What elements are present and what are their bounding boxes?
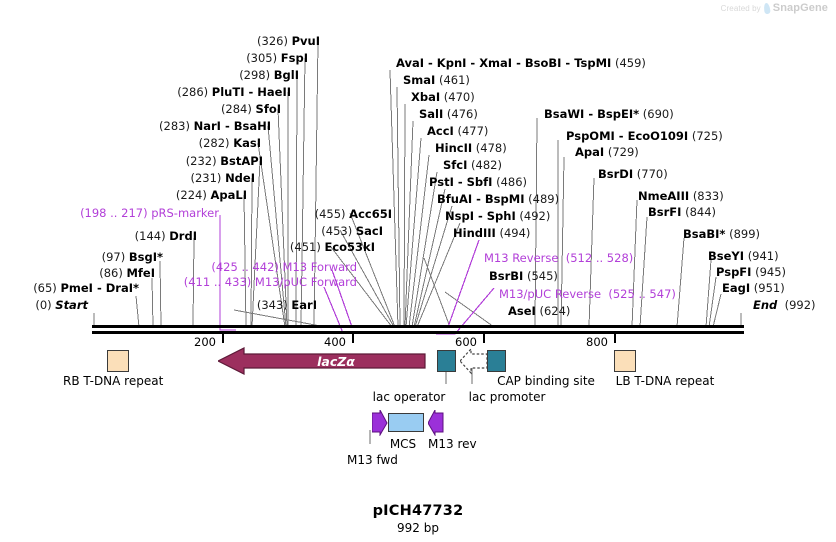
feature-label-rb-tdna-repeat: RB T-DNA repeat: [63, 374, 164, 388]
enzyme-label-acc65i[interactable]: (455) Acc65I: [314, 207, 392, 221]
enzyme-label-eco53ki[interactable]: (451) Eco53kI: [289, 240, 375, 254]
feature-label-lacz-alpha: lacZα: [317, 354, 355, 369]
feature-label-cap-binding-site: CAP binding site: [497, 374, 595, 388]
enzyme-label-bsrbi[interactable]: BsrBI (545): [489, 269, 558, 283]
enzyme-label-nmeaiii[interactable]: NmeAIII (833): [638, 189, 724, 203]
enzyme-label-sali[interactable]: SalI (476): [419, 107, 478, 121]
primer-label-m13-rev: M13 rev: [428, 437, 477, 451]
watermark-created-by-text: Created by: [720, 3, 761, 13]
snapgene-leaf-icon: [763, 2, 771, 14]
plasmid-length-label: 992 bp: [397, 521, 439, 535]
enzyme-label-apai[interactable]: ApaI (729): [575, 145, 639, 159]
enzyme-label-bfuai-bspmi[interactable]: BfuAI - BspMI (489): [437, 192, 560, 206]
enzyme-label-eagi[interactable]: EagI (951): [722, 281, 785, 295]
enzyme-label-ndei[interactable]: (231) NdeI: [190, 171, 255, 185]
sequence-end-label: End (992): [753, 298, 816, 312]
primer-label-m13-puc-reverse[interactable]: M13/pUC Reverse (525 .. 547): [499, 287, 676, 301]
primer-m13-fwd-arrow[interactable]: [372, 410, 388, 436]
enzyme-label-smai[interactable]: SmaI (461): [403, 73, 470, 87]
ruler-tick-label-600: 600: [455, 335, 477, 349]
enzyme-label-nari-bsahi[interactable]: (283) NarI - BsaHI: [159, 119, 271, 133]
enzyme-label-bsawi-bspei[interactable]: BsaWI - BspEI* (690): [544, 107, 674, 121]
enzyme-label-bsrdi[interactable]: BsrDI (770): [598, 167, 668, 181]
watermark-brand-text: SnapGene: [772, 2, 828, 14]
enzyme-label-sfci[interactable]: SfcI (482): [443, 158, 502, 172]
plasmid-name-title: pICH47732: [372, 503, 464, 519]
ruler-tick-label-800: 800: [586, 335, 608, 349]
enzyme-label-avai-kpni-xmai-bsobi-tspmi[interactable]: AvaI - KpnI - XmaI - BsoBI - TspMI (459): [396, 56, 646, 70]
feature-lac-promoter-arrow[interactable]: [460, 347, 488, 375]
enzyme-label-nspi-sphi[interactable]: NspI - SphI (492): [445, 209, 551, 223]
enzyme-label-pspfi[interactable]: PspFI (945): [716, 265, 787, 279]
ruler-tick-600-mark: [483, 334, 485, 343]
feature-rb-tdna-repeat[interactable]: [107, 350, 129, 372]
enzyme-label-saci[interactable]: (453) SacI: [321, 224, 383, 238]
feature-label-lac-promoter: lac promoter: [468, 390, 546, 404]
ruler-tick-200-mark: [222, 334, 224, 343]
enzyme-label-sfoi[interactable]: (284) SfoI: [220, 102, 281, 116]
feature-label-lac-operator: lac operator: [372, 390, 446, 404]
sequence-start-label: (0) Start: [35, 298, 88, 312]
enzyme-label-fspi[interactable]: (305) FspI: [246, 51, 308, 65]
enzyme-label-hincii[interactable]: HincII (478): [435, 141, 507, 155]
enzyme-label-drdi[interactable]: (144) DrdI: [134, 229, 197, 243]
primer-label-m13-reverse[interactable]: M13 Reverse (512 .. 528): [484, 251, 634, 265]
feature-label-lb-tdna-repeat: LB T-DNA repeat: [615, 374, 715, 388]
enzyme-label-psti-sbfi[interactable]: PstI - SbfI (486): [429, 175, 528, 189]
feature-lb-tdna-repeat[interactable]: [614, 350, 636, 372]
backbone-upper-line: [92, 325, 744, 328]
enzyme-label-pspomi-ecoo109i[interactable]: PspOMI - EcoO109I (725): [566, 129, 723, 143]
enzyme-label-bstapi[interactable]: (232) BstAPI: [185, 154, 263, 168]
enzyme-label-xbai[interactable]: XbaI (470): [411, 90, 475, 104]
enzyme-label-pmei-drai[interactable]: (65) PmeI - DraI*: [33, 281, 139, 295]
feature-lacz-alpha-arrow[interactable]: [218, 347, 426, 375]
primer-label-m13-fwd: M13 fwd: [347, 453, 398, 467]
ruler-tick-label-200: 200: [194, 335, 216, 349]
enzyme-label-bseyi[interactable]: BseYI (941): [708, 249, 779, 263]
enzyme-label-bgli[interactable]: (298) BglI: [239, 68, 299, 82]
feature-label-prs-marker[interactable]: (198 .. 217) pRS-marker: [80, 206, 219, 220]
enzyme-label-apali[interactable]: (224) ApaLI: [175, 188, 247, 202]
feature-mcs-box[interactable]: [388, 413, 424, 432]
enzyme-label-bsrfi[interactable]: BsrFI (844): [648, 205, 717, 219]
enzyme-label-bsgi[interactable]: (97) BsgI*: [101, 250, 163, 264]
primer-label-m13-puc-forward[interactable]: (411 .. 433) M13/pUC Forward: [183, 275, 357, 289]
primer-label-m13-forward[interactable]: (425 .. 442) M13 Forward: [211, 260, 357, 274]
snapgene-watermark: Created by SnapGene: [721, 2, 828, 14]
feature-label-mcs: MCS: [389, 437, 417, 451]
feature-lac-operator[interactable]: [437, 350, 456, 372]
enzyme-label-kasi[interactable]: (282) KasI: [198, 136, 261, 150]
ruler-tick-label-400: 400: [324, 335, 346, 349]
enzyme-label-pluti-haeii[interactable]: (286) PluTI - HaeII: [177, 85, 291, 99]
enzyme-label-acci[interactable]: AccI (477): [427, 124, 489, 138]
enzyme-label-asei[interactable]: AseI (624): [508, 304, 571, 318]
ruler-tick-800-mark: [614, 334, 616, 343]
enzyme-label-hindiii[interactable]: HindIII (494): [453, 226, 531, 240]
enzyme-label-mfei[interactable]: (86) MfeI: [99, 266, 155, 280]
enzyme-label-bsabi[interactable]: BsaBI* (899): [683, 227, 761, 241]
primer-m13-rev-arrow[interactable]: [428, 410, 444, 436]
ruler-tick-400-mark: [352, 334, 354, 343]
enzyme-label-pvui[interactable]: (326) PvuI: [257, 34, 320, 48]
backbone-lower-line: [92, 331, 744, 334]
feature-cap-binding-site[interactable]: [487, 350, 506, 372]
enzyme-label-eari[interactable]: (343) EarI: [256, 298, 317, 312]
